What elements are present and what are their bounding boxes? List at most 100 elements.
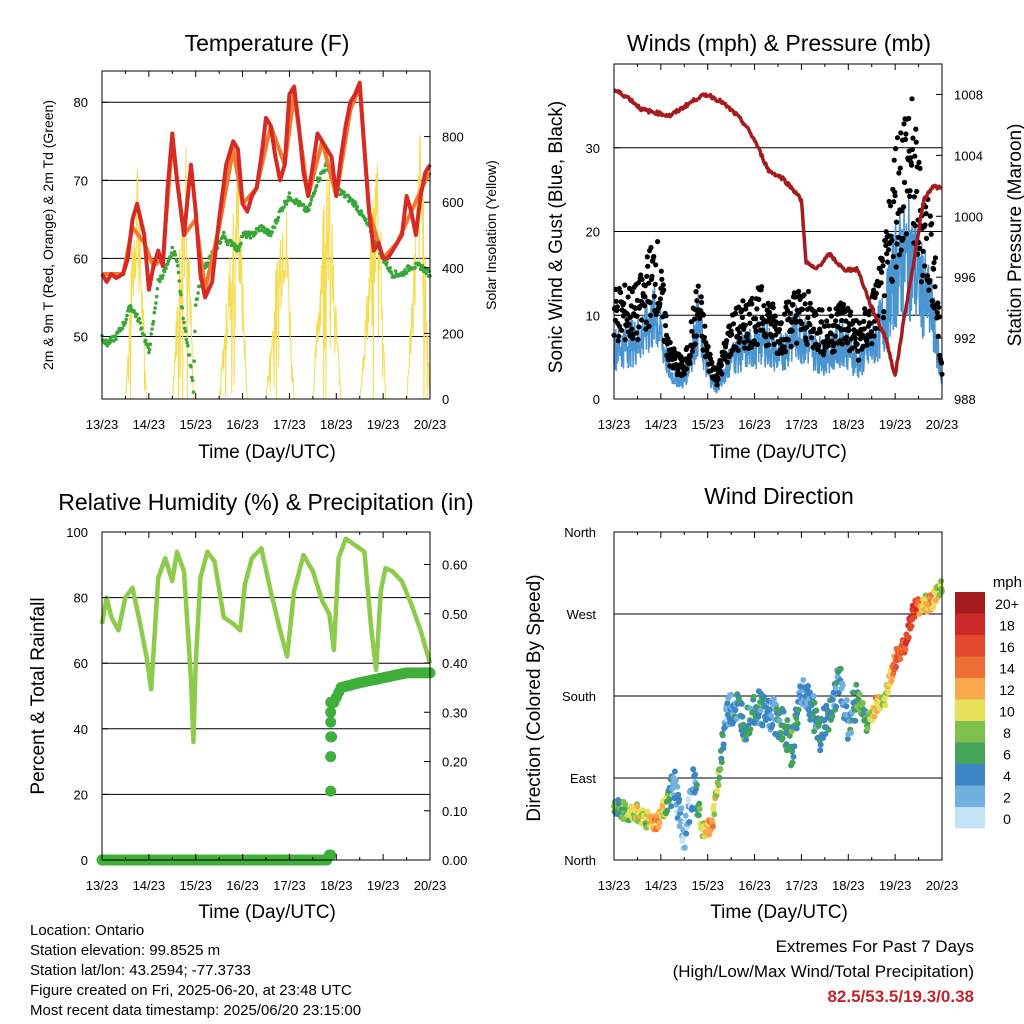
gust-point [702, 323, 708, 329]
legend-label: 8 [1003, 725, 1011, 741]
direction-point [795, 706, 802, 713]
humidity-ytick-label-right: 0.10 [442, 804, 467, 819]
legend-label: 4 [1003, 768, 1011, 784]
direction-point [724, 700, 731, 707]
gust-point [901, 204, 907, 210]
gust-point [737, 335, 743, 341]
dewpoint-point [190, 378, 195, 383]
dewpoint-point [413, 265, 418, 270]
direction-point [719, 732, 726, 739]
gust-point [754, 341, 761, 348]
gust-point [646, 323, 652, 329]
temperature-panel: Temperature (F) 13/23 14/23 15/23 16/23 17/2… [40, 30, 499, 463]
direction-point [696, 800, 703, 807]
dewpoint-point [270, 230, 275, 234]
gust-point [833, 318, 839, 324]
dewpoint-point [404, 271, 409, 275]
legend-label: 16 [999, 639, 1015, 655]
dewpoint-point [388, 266, 393, 270]
gust-point [932, 284, 938, 290]
humidity-xlabel: Time (Day/UTC) [198, 902, 336, 923]
direction-point [681, 844, 688, 851]
location-text: Location: Ontario [30, 922, 145, 939]
extremes-box: Extremes For Past 7 Days (High/Low/Max W… [673, 934, 974, 1009]
legend-label: 18 [999, 618, 1015, 634]
legend-label: 2 [1003, 790, 1011, 806]
humidity-xtick-label: 17/23 [273, 878, 306, 893]
gust-point [614, 304, 620, 310]
dewpoint-point [312, 191, 317, 196]
winds-xtick-label: 20/23 [926, 417, 959, 432]
direction-title: Wind Direction [704, 483, 854, 509]
legend-swatch [955, 785, 985, 807]
dewpoint-point [389, 271, 394, 276]
gust-point [831, 348, 837, 354]
direction-point [676, 823, 683, 830]
gust-point [891, 199, 897, 205]
dewpoint-point [155, 287, 160, 291]
dewpoint-point [149, 332, 153, 336]
gust-point [687, 360, 693, 366]
direction-point [806, 689, 813, 696]
dewpoint-point [143, 338, 148, 343]
gust-point [805, 315, 811, 321]
gust-point [932, 255, 939, 261]
direction-point [829, 696, 836, 703]
gust-point [648, 244, 654, 251]
gust-point [878, 280, 884, 286]
humidity-xtick-label: 20/23 [414, 878, 447, 893]
gust-point [826, 323, 832, 329]
winds-ytick-label-right: 988 [954, 392, 976, 407]
direction-xtick-label: 13/23 [598, 878, 631, 893]
direction-point [882, 702, 889, 709]
direction-point [810, 713, 817, 720]
gust-point [929, 221, 935, 227]
gust-point [754, 306, 760, 312]
dewpoint-point [190, 375, 194, 380]
gust-point [931, 260, 937, 266]
dewpoint-point [191, 390, 196, 394]
gust-point [856, 357, 862, 363]
gust-point [727, 323, 733, 329]
gust-point [922, 263, 928, 269]
direction-point [780, 708, 787, 715]
gust-point [644, 273, 650, 279]
dewpoint-point [177, 279, 182, 283]
gust-point [879, 269, 885, 275]
direction-point [905, 634, 912, 641]
legend-swatch [955, 613, 985, 635]
gust-point [894, 135, 901, 141]
gust-point [892, 193, 898, 199]
humidity-ytick-label: 100 [66, 525, 88, 540]
elevation-text: Station elevation: 99.8525 m [30, 942, 221, 959]
direction-point [855, 696, 862, 703]
humidity-ytick-label: 80 [74, 591, 88, 606]
gust-point [911, 194, 918, 200]
latlon-text: Station lat/lon: 43.2594; -77.3733 [30, 962, 252, 979]
gust-point [771, 341, 777, 347]
gust-point [807, 322, 813, 328]
gust-point [871, 333, 877, 339]
direction-point [776, 717, 783, 724]
dewpoint-point [315, 183, 319, 188]
legend-swatch [955, 699, 985, 721]
direction-point [732, 707, 739, 713]
gust-point [819, 319, 825, 325]
temperature-axes: 13/23 14/23 15/23 16/23 17/23 18/23 19/23 20/23… [74, 71, 464, 432]
legend-swatch [955, 721, 985, 743]
gust-point [931, 266, 937, 272]
direction-point [837, 665, 844, 672]
dewpoint-point [161, 273, 165, 278]
dewpoint-point [308, 201, 313, 206]
gust-point [675, 369, 681, 375]
gust-point [715, 376, 721, 383]
temperature-ytick-label: 70 [74, 173, 88, 188]
gust-point [880, 263, 886, 269]
gust-point [746, 311, 753, 317]
gust-point [707, 351, 713, 357]
gust-point [802, 301, 808, 307]
direction-grid [614, 613, 942, 779]
gust-point [761, 303, 767, 309]
gust-point [699, 299, 705, 306]
gust-point [698, 294, 704, 300]
